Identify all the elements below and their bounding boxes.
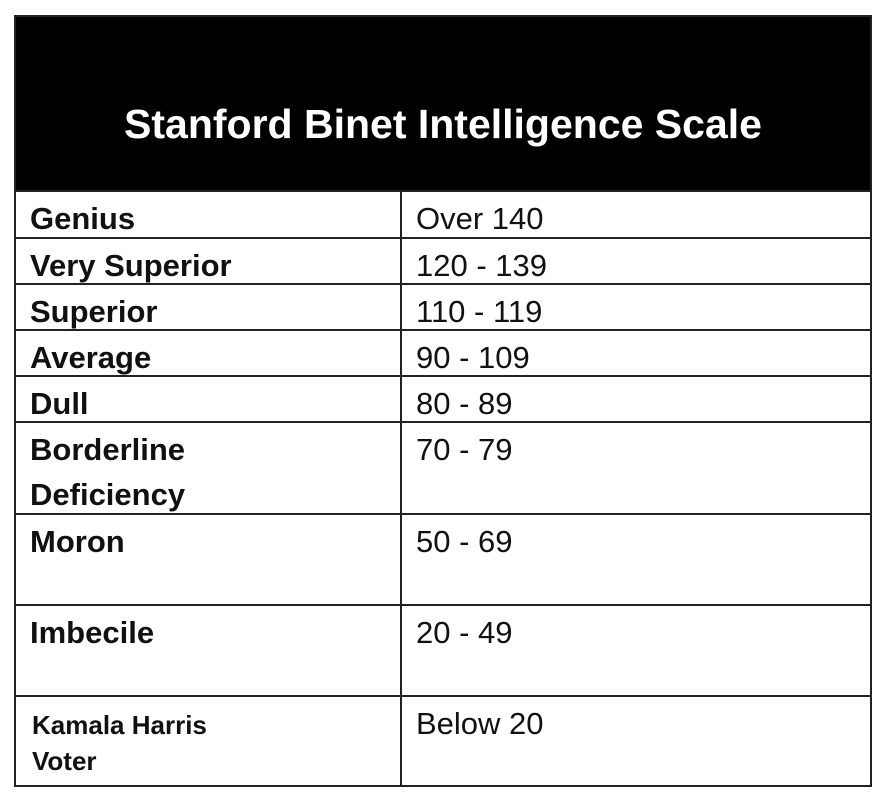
table-row: Moron 50 - 69 [16,513,870,604]
table-row: Superior 110 - 119 [16,283,870,329]
row-label: Average [30,340,152,375]
table-row: Dull 80 - 89 [16,375,870,421]
table-title: Stanford Binet Intelligence Scale [16,17,870,192]
table-row: Average 90 - 109 [16,329,870,375]
row-label: Kamala Harris Voter [32,710,207,776]
row-label: Dull [30,386,89,421]
row-label: Moron [30,524,125,559]
row-range: Over 140 [416,201,544,236]
row-label: Very Superior [30,248,232,283]
row-range: Below 20 [416,706,544,741]
row-range: 110 - 119 [416,294,543,329]
row-range: 70 - 79 [416,432,513,467]
row-label: Borderline Deficiency [30,432,186,512]
row-label: Imbecile [30,615,155,650]
table-row: Genius Over 140 [16,190,870,237]
row-label: Genius [30,201,136,236]
table-row: Kamala Harris Voter Below 20 [16,695,870,787]
row-range: 80 - 89 [416,386,513,421]
row-range: 90 - 109 [416,340,530,375]
iq-scale-table: Stanford Binet Intelligence Scale Genius… [14,15,872,787]
row-range: 50 - 69 [416,524,513,559]
table-row: Borderline Deficiency 70 - 79 [16,421,870,513]
table-row: Imbecile 20 - 49 [16,604,870,695]
row-label: Superior [30,294,158,329]
row-range: 20 - 49 [416,615,513,650]
column-divider [400,192,402,785]
row-range: 120 - 139 [416,248,547,283]
table-row: Very Superior 120 - 139 [16,237,870,283]
